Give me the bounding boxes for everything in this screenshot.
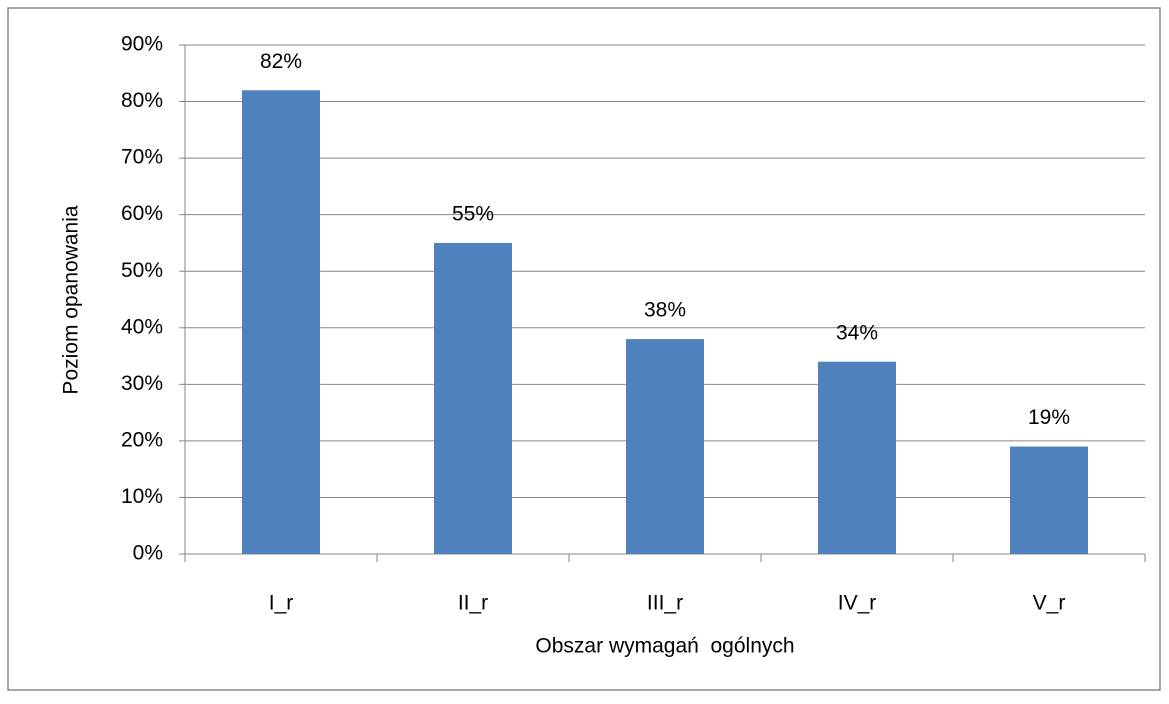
chart-border [7,7,1161,691]
bar [242,90,320,554]
y-tick-label: 70% [121,146,163,169]
bar [434,242,512,554]
x-tick-label: I_r [269,592,294,615]
y-tick-label: 50% [121,259,163,282]
data-label: 38% [644,299,686,322]
x-tick-label: III_r [647,592,683,615]
x-tick-label: II_r [458,592,488,615]
y-tick-label: 90% [121,33,163,56]
data-label: 55% [452,202,494,225]
y-tick-label: 0% [133,542,163,565]
data-label: 82% [260,50,302,73]
y-tick-label: 20% [121,428,163,451]
data-label: 19% [1028,406,1070,429]
data-label: 34% [836,321,878,344]
x-tick-label: V_r [1033,592,1066,615]
y-tick-label: 40% [121,315,163,338]
y-tick-label: 80% [121,89,163,112]
bar [626,339,704,554]
y-tick-label: 30% [121,372,163,395]
x-axis-title: Obszar wymagań ogólnych [535,635,794,658]
y-tick-label: 60% [121,202,163,225]
y-tick-label: 10% [121,485,163,508]
x-tick-label: IV_r [838,592,877,615]
y-axis-title: Poziom opanowania [60,205,83,394]
bar [1010,446,1088,554]
bar [818,361,896,554]
